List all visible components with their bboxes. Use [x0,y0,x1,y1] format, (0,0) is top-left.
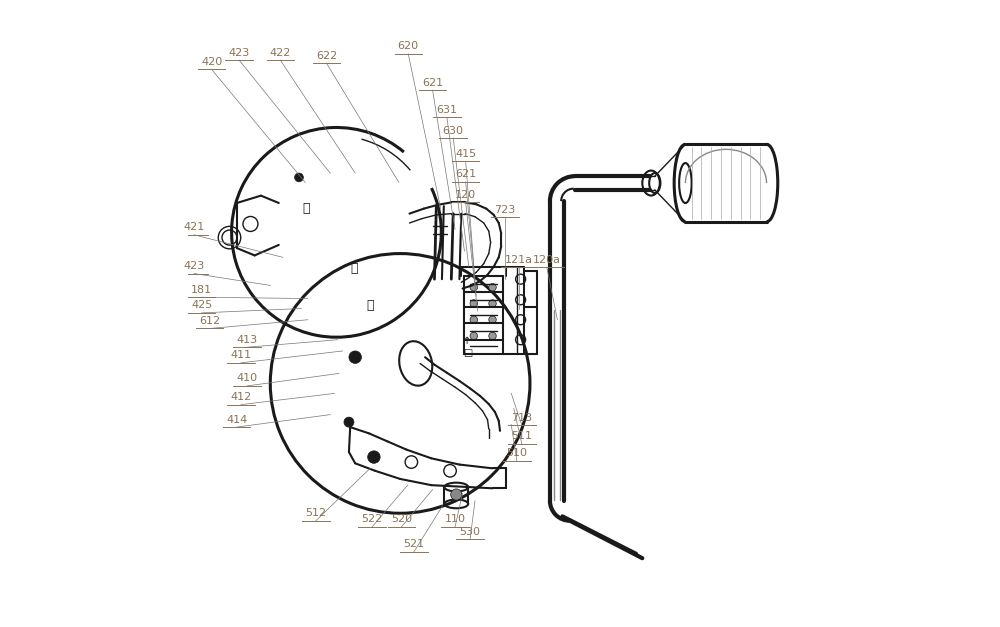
Text: 120a: 120a [533,255,561,265]
Text: 地: 地 [350,262,358,275]
Text: 分: 分 [366,299,374,312]
Circle shape [368,451,380,463]
Text: 723: 723 [494,205,516,215]
Text: 510: 510 [506,448,527,458]
Text: 412: 412 [230,392,252,402]
Text: 120: 120 [455,190,476,200]
Circle shape [451,489,462,500]
Circle shape [349,351,361,364]
Circle shape [489,300,496,307]
Text: 713: 713 [511,413,532,423]
Text: 411: 411 [230,350,252,361]
Text: 110: 110 [445,515,466,525]
Text: 分: 分 [303,202,310,215]
Circle shape [470,332,478,340]
Text: 530: 530 [460,527,481,537]
Text: 520: 520 [391,515,412,525]
Text: 423: 423 [228,48,250,58]
Text: 415: 415 [455,149,476,159]
Text: 612: 612 [199,316,220,326]
Text: 621: 621 [422,78,443,88]
Circle shape [344,417,354,427]
Text: 423: 423 [184,261,205,271]
Circle shape [489,316,496,324]
Text: 410: 410 [237,374,258,384]
Circle shape [489,283,496,291]
Circle shape [470,300,478,307]
Text: 630: 630 [443,125,464,135]
Text: 621: 621 [455,169,476,179]
Text: 422: 422 [270,48,291,58]
Text: 511: 511 [511,431,532,441]
Circle shape [470,283,478,291]
Text: 420: 420 [201,57,222,67]
Text: 421: 421 [184,223,205,233]
Text: 425: 425 [191,300,212,310]
Text: 413: 413 [237,335,258,345]
Text: 121a: 121a [505,255,533,265]
Text: 631: 631 [436,105,457,115]
Text: 620: 620 [398,41,419,51]
Text: 521: 521 [403,539,424,549]
Text: 181: 181 [191,285,212,295]
Text: 622: 622 [316,51,337,61]
Text: 522: 522 [361,515,383,525]
Circle shape [470,316,478,324]
Text: 512: 512 [305,508,326,519]
Text: □: □ [463,349,472,359]
Circle shape [295,173,303,182]
Text: ↑: ↑ [463,336,472,346]
Circle shape [489,332,496,340]
Text: 414: 414 [226,414,247,424]
